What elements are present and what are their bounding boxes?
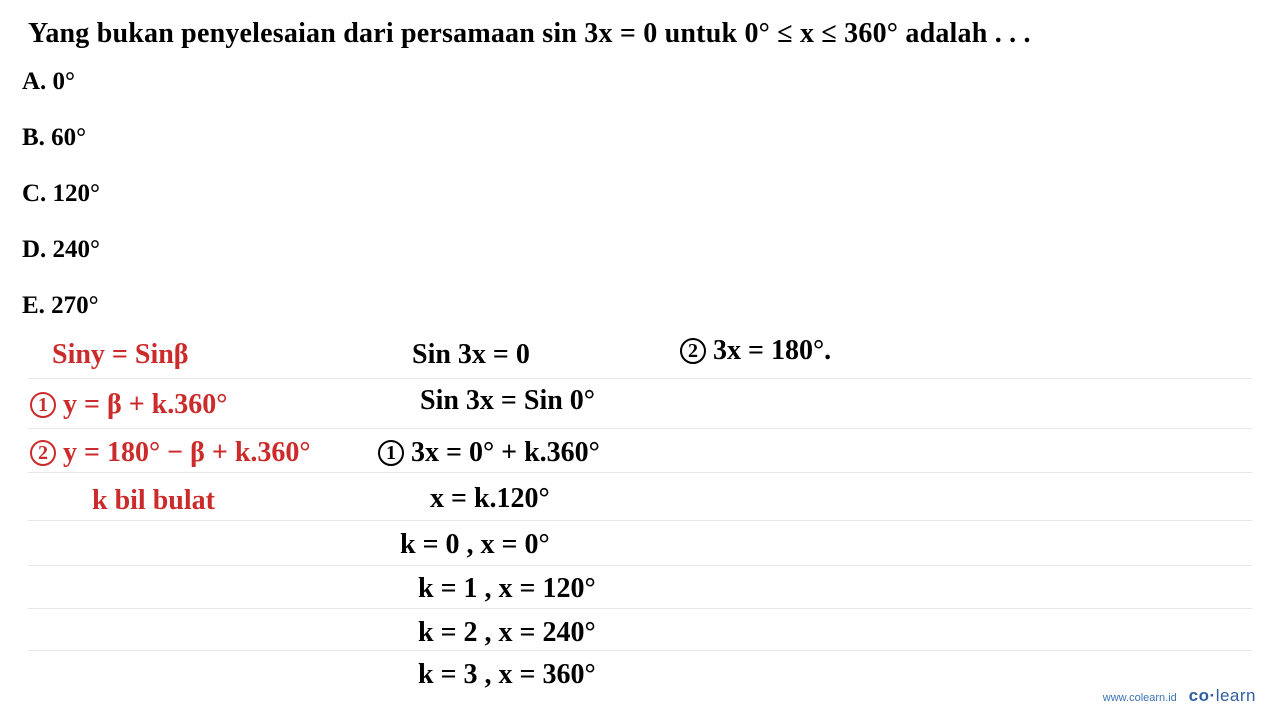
circled-1b-icon: 1 [378,440,404,466]
question-text: Yang bukan penyelesaian dari persamaan s… [28,18,1031,50]
rule-line [28,520,1252,521]
hw-center-line7: k = 2 , x = 240° [418,618,596,647]
hw-red-line2-text: y = β + k.360° [56,389,227,420]
option-d: D. 240° [22,236,100,264]
option-b: B. 60° [22,124,86,152]
hw-right-line1-text: 3x = 180°. [706,335,831,366]
hw-red-line4: k bil bulat [92,486,215,515]
rule-line [28,378,1252,379]
option-c: C. 120° [22,180,100,208]
hw-center-line3: 1 3x = 0° + k.360° [378,438,600,467]
rule-line [28,650,1252,651]
hw-center-line4: x = k.120° [430,484,550,513]
hw-center-line8: k = 3 , x = 360° [418,660,596,689]
hw-right-line1: 2 3x = 180°. [680,336,831,365]
watermark-url: www.colearn.id [1103,692,1177,704]
hw-red-line3: 2 y = 180° − β + k.360° [30,438,311,467]
hw-center-line6: k = 1 , x = 120° [418,574,596,603]
circled-1-icon: 1 [30,392,56,418]
circled-2b-icon: 2 [680,338,706,364]
watermark-brand-co: co [1189,686,1210,705]
rule-line [28,565,1252,566]
hw-center-line2: Sin 3x = Sin 0° [420,386,595,415]
hw-center-line5: k = 0 , x = 0° [400,530,550,559]
rule-line [28,608,1252,609]
hw-red-line1: Siny = Sinβ [52,340,189,369]
hw-red-line2: 1 y = β + k.360° [30,390,227,419]
rule-line [28,472,1252,473]
watermark-brand-learn: learn [1216,686,1256,705]
option-a: A. 0° [22,68,75,96]
watermark-brand: co·learn [1189,686,1256,705]
option-e: E. 270° [22,292,99,320]
circled-2-icon: 2 [30,440,56,466]
page: Yang bukan penyelesaian dari persamaan s… [0,0,1280,720]
watermark: www.colearn.id co·learn [1103,686,1256,706]
rule-line [28,428,1252,429]
hw-center-line3-text: 3x = 0° + k.360° [404,437,600,468]
hw-center-line1: Sin 3x = 0 [412,340,530,369]
hw-red-line3-text: y = 180° − β + k.360° [56,437,311,468]
